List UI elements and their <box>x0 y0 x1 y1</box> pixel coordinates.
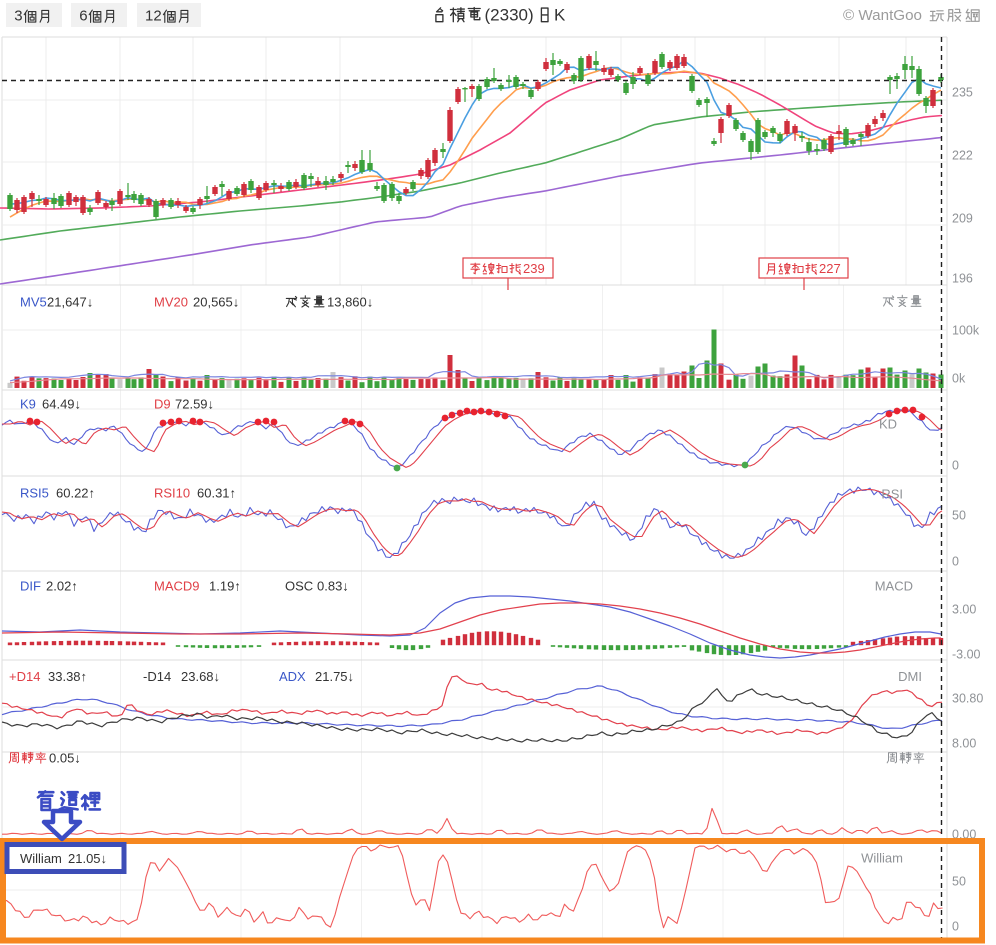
svg-text:13,860↓: 13,860↓ <box>327 295 373 310</box>
svg-text:209: 209 <box>952 212 973 226</box>
svg-text:3: 3 <box>14 8 22 25</box>
svg-text:+D14: +D14 <box>9 669 40 684</box>
svg-text:MV20: MV20 <box>154 295 188 310</box>
svg-text:DIF: DIF <box>20 579 41 594</box>
svg-text:100k: 100k <box>952 324 980 338</box>
svg-text:KD: KD <box>879 417 897 432</box>
svg-text:21,647↓: 21,647↓ <box>47 295 93 310</box>
svg-text:30.80: 30.80 <box>952 692 983 706</box>
svg-text:K: K <box>554 6 566 25</box>
svg-text:0: 0 <box>952 920 959 934</box>
svg-text:227: 227 <box>819 261 841 276</box>
svg-text:222: 222 <box>952 149 973 163</box>
svg-text:21.05↓: 21.05↓ <box>68 851 107 866</box>
svg-text:RSI10: RSI10 <box>154 486 190 501</box>
svg-text:0: 0 <box>952 555 959 569</box>
svg-text:50: 50 <box>952 875 966 889</box>
svg-text:K9: K9 <box>20 397 36 412</box>
svg-text:60.22↑: 60.22↑ <box>56 486 95 501</box>
svg-text:MACD: MACD <box>875 579 913 594</box>
svg-text:21.75↓: 21.75↓ <box>315 669 354 684</box>
svg-text:196: 196 <box>952 272 973 286</box>
svg-text:6: 6 <box>79 8 87 25</box>
svg-text:0.83↓: 0.83↓ <box>317 579 349 594</box>
svg-text:239: 239 <box>523 261 545 276</box>
svg-text:0k: 0k <box>952 372 966 386</box>
svg-text:OSC: OSC <box>285 579 313 594</box>
svg-text:20,565↓: 20,565↓ <box>193 295 239 310</box>
svg-text:RSI: RSI <box>881 487 903 502</box>
svg-text:8.00: 8.00 <box>952 737 976 751</box>
svg-text:D9: D9 <box>154 397 171 412</box>
svg-text:0.05↓: 0.05↓ <box>49 751 81 766</box>
svg-text:3.00: 3.00 <box>952 603 976 617</box>
svg-text:235: 235 <box>952 86 973 100</box>
svg-text:RSI5: RSI5 <box>20 486 49 501</box>
svg-text:50: 50 <box>952 509 966 523</box>
svg-text:0: 0 <box>952 459 959 473</box>
svg-text:64.49↓: 64.49↓ <box>42 397 81 412</box>
svg-text:(2330): (2330) <box>485 6 534 25</box>
svg-text:-3.00: -3.00 <box>952 648 981 662</box>
svg-text:© WantGoo: © WantGoo <box>843 7 922 24</box>
svg-text:MV5: MV5 <box>20 295 47 310</box>
svg-text:60.31↑: 60.31↑ <box>197 486 236 501</box>
svg-text:12: 12 <box>145 8 162 25</box>
svg-text:MACD9: MACD9 <box>154 579 200 594</box>
svg-text:-D14: -D14 <box>143 669 171 684</box>
svg-text:William: William <box>861 851 903 866</box>
svg-text:2.02↑: 2.02↑ <box>46 579 78 594</box>
svg-text:DMI: DMI <box>898 669 922 684</box>
svg-text:ADX: ADX <box>279 669 306 684</box>
svg-text:33.38↑: 33.38↑ <box>48 669 87 684</box>
svg-text:1.19↑: 1.19↑ <box>209 579 241 594</box>
svg-text:72.59↓: 72.59↓ <box>175 397 214 412</box>
svg-text:23.68↓: 23.68↓ <box>181 669 220 684</box>
svg-text:William: William <box>20 851 62 866</box>
